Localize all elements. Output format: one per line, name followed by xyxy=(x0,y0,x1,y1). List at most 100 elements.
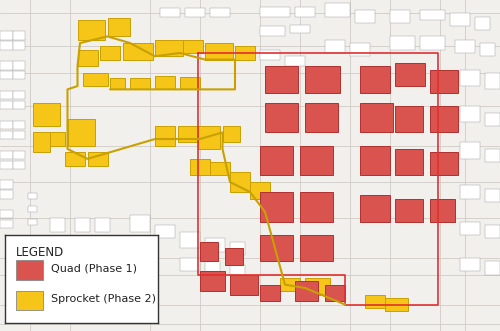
Bar xyxy=(430,70,458,93)
Bar xyxy=(28,193,36,199)
Text: Sprocket (Phase 2): Sprocket (Phase 2) xyxy=(51,294,156,304)
Bar xyxy=(25,268,40,281)
Bar xyxy=(295,7,315,17)
Bar xyxy=(135,261,150,271)
Bar xyxy=(210,8,230,17)
Bar xyxy=(350,43,370,56)
Bar xyxy=(0,71,12,79)
Bar xyxy=(355,10,375,23)
Bar xyxy=(285,56,305,66)
Bar xyxy=(88,152,108,166)
Bar xyxy=(230,275,258,295)
Bar xyxy=(420,10,445,20)
Bar xyxy=(305,103,338,132)
Bar xyxy=(305,66,340,93)
Bar xyxy=(12,91,25,99)
Bar xyxy=(260,285,280,301)
Bar xyxy=(395,149,422,175)
Bar xyxy=(68,119,95,146)
Bar xyxy=(75,238,90,248)
Bar xyxy=(360,195,390,222)
Bar xyxy=(115,275,130,285)
Bar xyxy=(210,162,230,175)
Bar xyxy=(78,20,105,40)
Bar xyxy=(28,206,36,212)
Bar xyxy=(260,192,292,222)
Bar xyxy=(130,215,150,232)
Text: Quad (Phase 1): Quad (Phase 1) xyxy=(51,263,137,273)
Bar xyxy=(460,222,480,235)
Bar xyxy=(130,78,150,89)
Bar xyxy=(0,210,12,218)
Bar xyxy=(80,275,95,285)
Bar xyxy=(260,235,292,261)
Bar xyxy=(485,113,500,126)
Bar xyxy=(110,78,125,89)
Bar xyxy=(230,242,245,255)
Bar xyxy=(0,61,12,70)
Bar xyxy=(390,36,415,50)
Bar xyxy=(260,7,290,17)
Bar xyxy=(78,50,98,66)
Bar xyxy=(50,238,65,248)
Bar xyxy=(75,218,90,232)
Bar xyxy=(32,132,50,152)
Bar xyxy=(450,13,470,26)
Bar xyxy=(155,126,175,146)
Bar xyxy=(180,77,200,89)
Bar xyxy=(395,63,425,86)
Bar xyxy=(460,258,480,271)
Bar xyxy=(205,261,220,275)
Bar xyxy=(265,103,298,132)
Bar xyxy=(265,205,280,218)
Bar xyxy=(12,161,25,169)
Bar xyxy=(225,248,242,265)
Bar xyxy=(0,151,12,159)
Bar xyxy=(475,17,490,30)
Bar xyxy=(485,149,500,162)
Bar xyxy=(182,40,203,53)
Text: LEGEND: LEGEND xyxy=(16,246,64,259)
Bar xyxy=(200,242,218,261)
Bar xyxy=(222,126,240,142)
Bar xyxy=(65,152,85,166)
Bar xyxy=(485,73,500,89)
Bar xyxy=(0,190,12,199)
Bar xyxy=(0,41,12,50)
Bar xyxy=(135,275,150,285)
Bar xyxy=(12,101,25,109)
Bar xyxy=(0,121,12,129)
Bar xyxy=(178,126,198,142)
Bar xyxy=(430,152,458,175)
Bar xyxy=(230,172,250,192)
Bar xyxy=(160,8,180,17)
Bar xyxy=(460,142,480,159)
Bar xyxy=(430,199,455,222)
Bar xyxy=(360,66,390,93)
Bar xyxy=(12,61,25,70)
Bar xyxy=(32,103,60,126)
Bar xyxy=(198,126,220,149)
Bar xyxy=(420,36,445,50)
Bar xyxy=(82,73,108,86)
Bar xyxy=(115,261,130,271)
Bar xyxy=(0,220,12,228)
Bar xyxy=(480,43,495,56)
Bar xyxy=(395,106,422,132)
Bar xyxy=(260,50,280,60)
Bar xyxy=(0,91,12,99)
Bar xyxy=(460,70,480,86)
Bar xyxy=(260,26,285,36)
Bar xyxy=(12,41,25,50)
Bar xyxy=(460,185,480,199)
Bar xyxy=(430,106,458,132)
Bar xyxy=(360,103,392,132)
Bar xyxy=(325,285,345,301)
Bar xyxy=(485,225,500,238)
Bar xyxy=(365,295,385,308)
Bar xyxy=(325,3,350,17)
Bar xyxy=(485,189,500,202)
Bar xyxy=(395,199,422,222)
Bar xyxy=(385,298,407,311)
Bar xyxy=(108,18,130,36)
